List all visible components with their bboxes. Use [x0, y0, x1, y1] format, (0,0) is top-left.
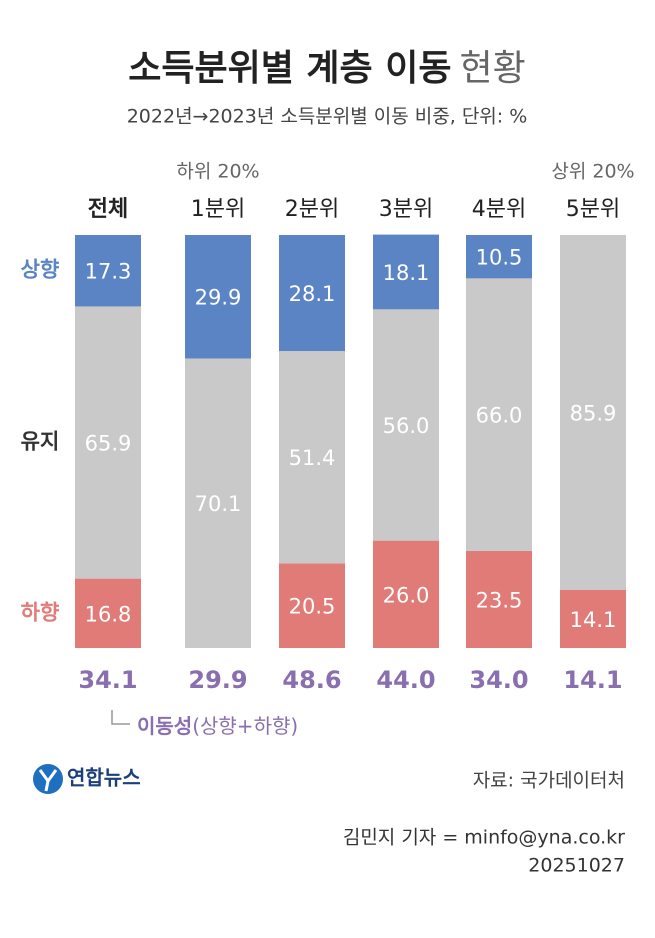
mobility-value: 44.0 — [376, 666, 435, 694]
value-label: 23.5 — [476, 588, 523, 612]
bar-segment — [75, 578, 141, 648]
value-label: 56.0 — [383, 414, 430, 438]
value-label: 51.4 — [289, 446, 336, 470]
bar-segment — [75, 306, 141, 579]
bar-segment — [466, 550, 532, 648]
mobility-value: 34.0 — [469, 666, 528, 694]
bar-segment — [185, 358, 251, 648]
value-label: 18.1 — [383, 261, 430, 285]
x-tick-label: 3분위 — [379, 197, 433, 222]
mobility-value: 34.1 — [78, 666, 137, 694]
legend-label: 유지 — [21, 430, 60, 454]
mobility-note: (상향+하향) — [192, 714, 298, 738]
x-tick-label: 전체 — [88, 197, 128, 222]
bar-segment — [373, 540, 439, 648]
x-tick-label: 4분위 — [472, 197, 526, 222]
logo-glyph — [38, 769, 58, 792]
mobility-value: 14.1 — [563, 666, 622, 694]
value-label: 14.1 — [570, 608, 617, 632]
subtitle: 2022년→2023년 소득분위별 이동 비중, 단위: % — [127, 106, 528, 128]
bar-segment — [373, 234, 439, 310]
value-label: 66.0 — [476, 404, 523, 428]
mobility-title: 이동성 — [137, 714, 192, 738]
legend-label: 하향 — [21, 600, 60, 624]
mobility-label: 이동성(상향+하향) — [137, 714, 298, 738]
logo-text: 연합뉴스 — [67, 766, 141, 790]
value-label: 70.1 — [195, 492, 242, 516]
legend-label: 상향 — [21, 258, 60, 282]
mobility-value: 29.9 — [188, 666, 247, 694]
source: 자료: 국가데이터처 — [473, 770, 625, 792]
bar-segment — [75, 235, 141, 307]
bar-segment — [466, 278, 532, 551]
title-main: 소득분위별 계층 이동 — [128, 48, 451, 89]
bar-segment — [466, 235, 532, 279]
bar-segment — [279, 351, 345, 564]
logo: 연합뉴스 — [33, 764, 141, 794]
x-tick-label: 1분위 — [191, 197, 245, 222]
mobility-value: 48.6 — [282, 666, 341, 694]
bracket — [111, 710, 130, 725]
value-label: 17.3 — [85, 260, 132, 284]
value-label: 16.8 — [85, 602, 132, 626]
value-label: 28.1 — [289, 282, 336, 306]
value-label: 65.9 — [85, 432, 132, 456]
bar-segment — [279, 563, 345, 648]
title-suffix: 현황 — [459, 48, 525, 89]
value-label: 29.9 — [195, 286, 242, 310]
x-tick-label: 2분위 — [285, 197, 339, 222]
credit: 김민지 기자 = minfo@yna.co.kr — [343, 827, 625, 849]
chart-title: 소득분위별 계층 이동 현황 — [128, 48, 525, 89]
bar-segment — [185, 235, 251, 359]
value-label: 85.9 — [570, 401, 617, 425]
annotation: 하위 20% — [176, 161, 259, 183]
bar-segment — [373, 309, 439, 541]
bar-segment — [560, 235, 626, 590]
value-label: 10.5 — [476, 246, 523, 270]
value-label: 20.5 — [289, 595, 336, 619]
date: 20251027 — [528, 855, 625, 877]
x-tick-label: 5분위 — [566, 197, 620, 222]
annotation: 상위 20% — [551, 161, 634, 183]
value-label: 26.0 — [383, 583, 430, 607]
bar-segment — [279, 235, 345, 352]
bar-segment — [560, 589, 626, 648]
